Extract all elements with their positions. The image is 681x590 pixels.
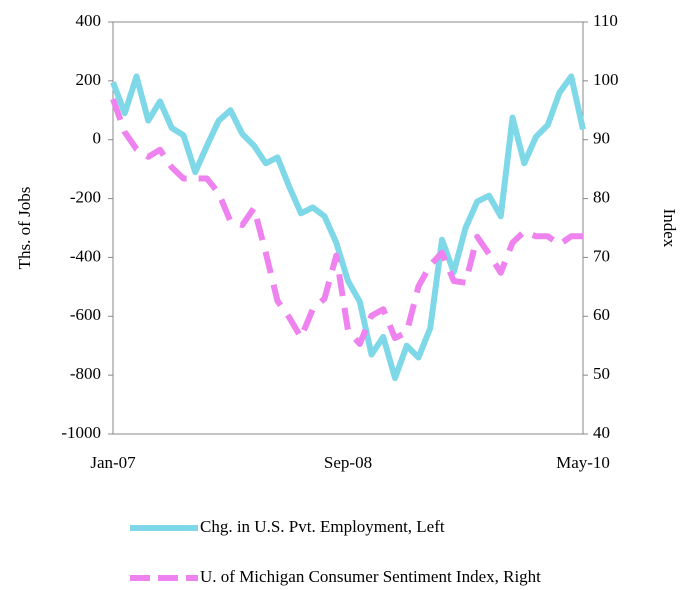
y-tick-label: -1000 [61,423,101,442]
y2-tick-label: 80 [593,187,610,206]
y-tick-label: -600 [70,305,101,324]
y-tick-label: 400 [76,11,102,30]
x-tick-label: Jan-07 [90,453,136,472]
y-tick-label: 200 [76,70,102,89]
y2-tick-label: 40 [593,423,610,442]
legend-label: Chg. in U.S. Pvt. Employment, Left [200,517,445,536]
plot-frame [112,21,584,435]
y2-tick-label: 90 [593,129,610,148]
x-tick-label: Sep-08 [324,453,372,472]
y2-tick-label: 60 [593,305,610,324]
x-tick-label: May-10 [556,453,610,472]
y-tick-label: 0 [93,129,102,148]
y-tick-label: -400 [70,246,101,265]
y2-tick-label: 50 [593,364,610,383]
y-tick-label: -800 [70,364,101,383]
y2-tick-label: 110 [593,11,618,30]
y2-axis-title: Index [660,209,679,248]
y2-tick-label: 70 [593,246,610,265]
series-line [110,73,586,382]
y2-tick-label: 100 [593,70,619,89]
series-line [110,98,583,347]
y-axis-title: Ths. of Jobs [15,187,34,270]
legend-label: U. of Michigan Consumer Sentiment Index,… [200,567,541,586]
y-tick-label: -200 [70,187,101,206]
